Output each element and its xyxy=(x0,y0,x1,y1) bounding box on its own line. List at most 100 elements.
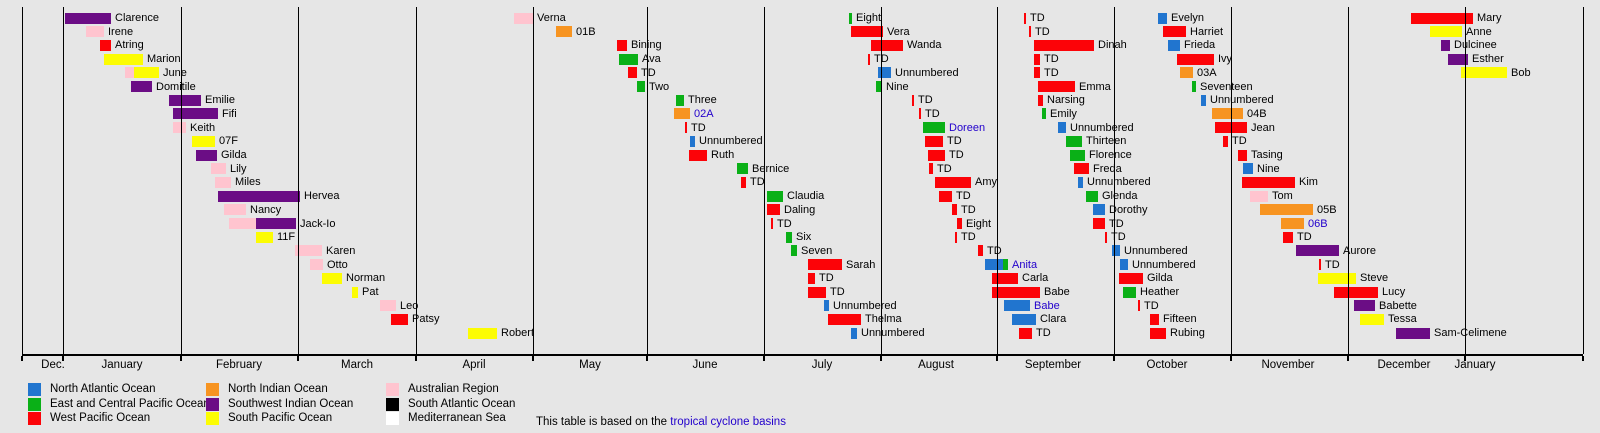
storm-label: Patsy xyxy=(412,313,440,326)
month-gridline xyxy=(22,7,23,354)
storm-bar xyxy=(1180,67,1193,79)
storm-bar xyxy=(229,218,256,229)
storm-label: Dinah xyxy=(1098,39,1127,52)
storm-bar xyxy=(1034,39,1094,51)
storm-bar xyxy=(689,149,707,161)
storm-label: TD xyxy=(1044,66,1059,79)
month-label: April xyxy=(462,359,486,371)
storm-bar xyxy=(224,204,246,216)
axis-tick xyxy=(1347,356,1349,361)
storm-label: 01B xyxy=(576,25,596,38)
storm-label: Frieda xyxy=(1184,39,1216,52)
storm-label[interactable]: 02A xyxy=(694,107,714,120)
note-link[interactable]: tropical cyclone basins xyxy=(670,416,786,428)
storm-label: Aurore xyxy=(1343,244,1377,257)
storm-label: Bining xyxy=(631,39,662,52)
storm-label[interactable]: Anita xyxy=(1012,258,1038,271)
storm-label: Bob xyxy=(1511,66,1531,79)
storm-bar xyxy=(173,122,186,134)
storm-label[interactable]: Doreen xyxy=(949,121,986,134)
storm-bar xyxy=(1078,176,1083,188)
storm-label: Tessa xyxy=(1388,313,1417,326)
storm-bar xyxy=(322,272,342,284)
storm-label: Six xyxy=(796,231,812,244)
axis-tick xyxy=(880,356,882,361)
month-label: July xyxy=(811,359,833,371)
storm-bar xyxy=(791,245,797,257)
storm-bar xyxy=(992,272,1018,284)
storm-label: Claudia xyxy=(787,190,825,203)
storm-label[interactable]: Babe xyxy=(1034,299,1060,312)
storm-bar xyxy=(878,67,891,79)
storm-bar xyxy=(923,122,945,134)
month-label: May xyxy=(579,359,601,371)
legend-swatch-swio xyxy=(206,397,219,411)
storm-label: TD xyxy=(1297,231,1312,244)
storm-bar xyxy=(1004,300,1030,312)
storm-label: 05B xyxy=(1317,203,1337,216)
storm-label: TD xyxy=(1044,53,1059,66)
storm-label: Fifteen xyxy=(1163,313,1197,326)
legend-swatch-natl xyxy=(28,383,41,396)
storm-label: Sarah xyxy=(846,258,876,271)
storm-label: TD xyxy=(830,286,845,298)
storm-label: TD xyxy=(961,231,976,244)
legend-label: Southwest Indian Ocean xyxy=(228,397,354,410)
storm-bar xyxy=(1038,94,1043,106)
legend-label: West Pacific Ocean xyxy=(50,412,151,424)
legend-label: South Pacific Ocean xyxy=(228,412,333,424)
storm-bar xyxy=(1019,327,1032,339)
legend-label: East and Central Pacific Ocean xyxy=(50,397,210,410)
storm-label: Leo xyxy=(400,299,419,312)
storm-label: TD xyxy=(949,149,964,161)
storm-bar xyxy=(952,204,957,216)
storm-label: TD xyxy=(819,272,834,285)
month-label: June xyxy=(692,359,718,371)
storm-label: Glenda xyxy=(1102,190,1138,203)
storm-label: Rubing xyxy=(1170,327,1205,340)
storm-label: Irene xyxy=(108,25,134,38)
storm-label[interactable]: 06B xyxy=(1308,217,1328,230)
storm-label: TD xyxy=(1144,299,1159,312)
storm-label: Unnumbered xyxy=(699,135,763,148)
storm-bar xyxy=(876,81,882,92)
month-label: January xyxy=(101,359,143,371)
legend-label: Australian Region xyxy=(408,383,499,395)
legend-swatch-epac xyxy=(28,397,41,411)
storm-label: 11F xyxy=(277,231,296,244)
storm-bar xyxy=(919,108,921,120)
month-label: January xyxy=(1454,359,1496,371)
storm-label: Kim xyxy=(1299,176,1318,189)
x-axis-line xyxy=(22,354,1583,356)
storm-label: Dorothy xyxy=(1109,203,1148,216)
storm-bar xyxy=(468,327,497,339)
storm-bar xyxy=(912,94,914,106)
storm-bar xyxy=(1034,53,1040,65)
storm-bar xyxy=(1177,53,1214,65)
storm-bar xyxy=(1319,259,1321,271)
storm-label: Marion xyxy=(147,53,181,66)
storm-bar xyxy=(828,313,861,325)
storm-label: TD xyxy=(1232,135,1247,148)
storm-bar xyxy=(1119,272,1143,284)
storm-label: Eight xyxy=(966,217,992,230)
axis-tick xyxy=(996,356,998,361)
storm-bar xyxy=(391,313,408,325)
axis-tick xyxy=(62,356,64,361)
storm-bar xyxy=(100,39,111,51)
storm-label: TD xyxy=(937,162,952,175)
storm-label: Ava xyxy=(642,53,661,66)
axis-tick xyxy=(763,356,765,361)
storm-bar xyxy=(985,259,1003,271)
storm-bar xyxy=(868,53,870,65)
storm-bar xyxy=(619,53,638,65)
storm-label: Pat xyxy=(362,286,379,298)
storm-bar xyxy=(1138,300,1140,312)
axis-tick xyxy=(180,356,182,361)
storm-label: June xyxy=(163,66,187,79)
storm-label: Gilda xyxy=(221,149,247,161)
storm-bar xyxy=(380,300,396,312)
axis-tick xyxy=(1464,356,1466,361)
storm-label: 03A xyxy=(1197,66,1217,79)
storm-label: Lily xyxy=(230,162,247,175)
